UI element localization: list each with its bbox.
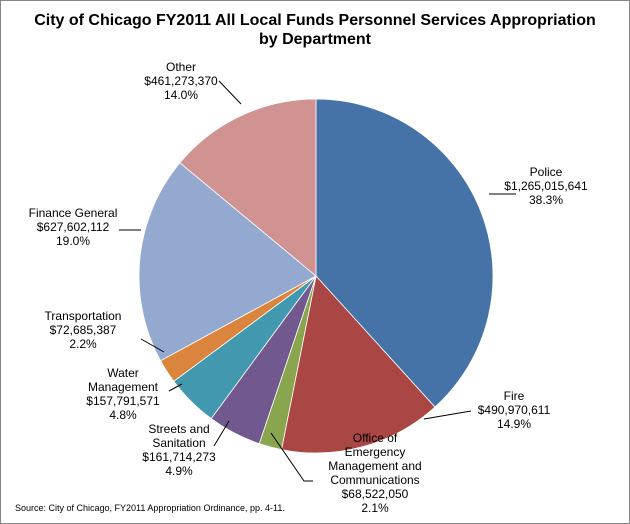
- slice-percent: 38.3%: [529, 193, 563, 207]
- slice-value: $627,602,112: [37, 220, 110, 234]
- slice-value: $161,714,273: [142, 450, 216, 464]
- pie-slice-finance-general: [138, 162, 317, 362]
- slice-name: Management: [88, 380, 159, 394]
- leader-line: [168, 383, 183, 392]
- pie-slice-other: [179, 98, 317, 277]
- slice-name: Sanitation: [152, 436, 205, 450]
- pie-slices: [138, 98, 494, 454]
- slice-label: Police $1,265,015,641 38.3%: [504, 165, 588, 207]
- slice-percent: 2.1%: [361, 501, 389, 515]
- leader-line: [213, 420, 230, 447]
- leader-line: [270, 432, 313, 482]
- pie-slice-police: [315, 98, 494, 408]
- slice-name: Fire: [504, 389, 525, 403]
- slice-label: Fire $490,970,611 14.9%: [478, 389, 551, 431]
- slice-labels: Police $1,265,015,641 38.3% Fire $490,970,61…: [29, 60, 588, 515]
- slice-percent: 4.8%: [109, 408, 137, 422]
- slice-percent: 4.9%: [165, 464, 193, 478]
- source-note: Source: City of Chicago, FY2011 Appropri…: [15, 503, 285, 513]
- slice-label: Water Management $157,791,571 4.8%: [86, 366, 160, 422]
- slice-name: Communications: [330, 473, 419, 487]
- leader-line: [423, 410, 472, 420]
- slice-name: Transportation: [45, 309, 122, 323]
- chart-title-line1: City of Chicago FY2011 All Local Funds P…: [34, 12, 596, 29]
- leader-line: [140, 338, 165, 353]
- slice-value: $1,265,015,641: [504, 179, 588, 193]
- slice-name: Emergency: [345, 445, 406, 459]
- slice-name: Other: [166, 60, 196, 74]
- slice-name: Police: [530, 165, 563, 179]
- slice-percent: 2.2%: [69, 337, 97, 351]
- slice-value: $72,685,387: [50, 323, 117, 337]
- slice-label: Transportation $72,685,387 2.2%: [45, 309, 122, 351]
- chart-title-line2: by Department: [258, 31, 372, 48]
- leader-lines: [119, 80, 516, 482]
- slice-label: Office of Emergency Management and Communic…: [328, 431, 421, 515]
- slice-name: Water: [107, 366, 139, 380]
- slice-name: Streets and: [148, 422, 209, 436]
- slice-label: Other $461,273,370 14.0%: [144, 60, 218, 102]
- slice-percent: 14.0%: [164, 88, 198, 102]
- slice-value: $157,791,571: [86, 394, 160, 408]
- slice-value: $461,273,370: [144, 74, 218, 88]
- leader-line: [218, 80, 242, 105]
- pie-slice-fire: [281, 275, 436, 454]
- slice-percent: 14.9%: [497, 417, 531, 431]
- slice-name: Management and: [328, 459, 421, 473]
- slice-label: Streets and Sanitation $161,714,273 4.9%: [142, 422, 216, 478]
- slice-value: $490,970,611: [478, 403, 551, 417]
- slice-value: $68,522,050: [342, 487, 409, 501]
- slice-name: Office of: [353, 431, 398, 445]
- slice-percent: 19.0%: [56, 234, 90, 248]
- chart-title: City of Chicago FY2011 All Local Funds P…: [1, 11, 629, 49]
- slice-label: Finance General $627,602,112 19.0%: [29, 206, 118, 248]
- slice-name: Finance General: [29, 206, 118, 220]
